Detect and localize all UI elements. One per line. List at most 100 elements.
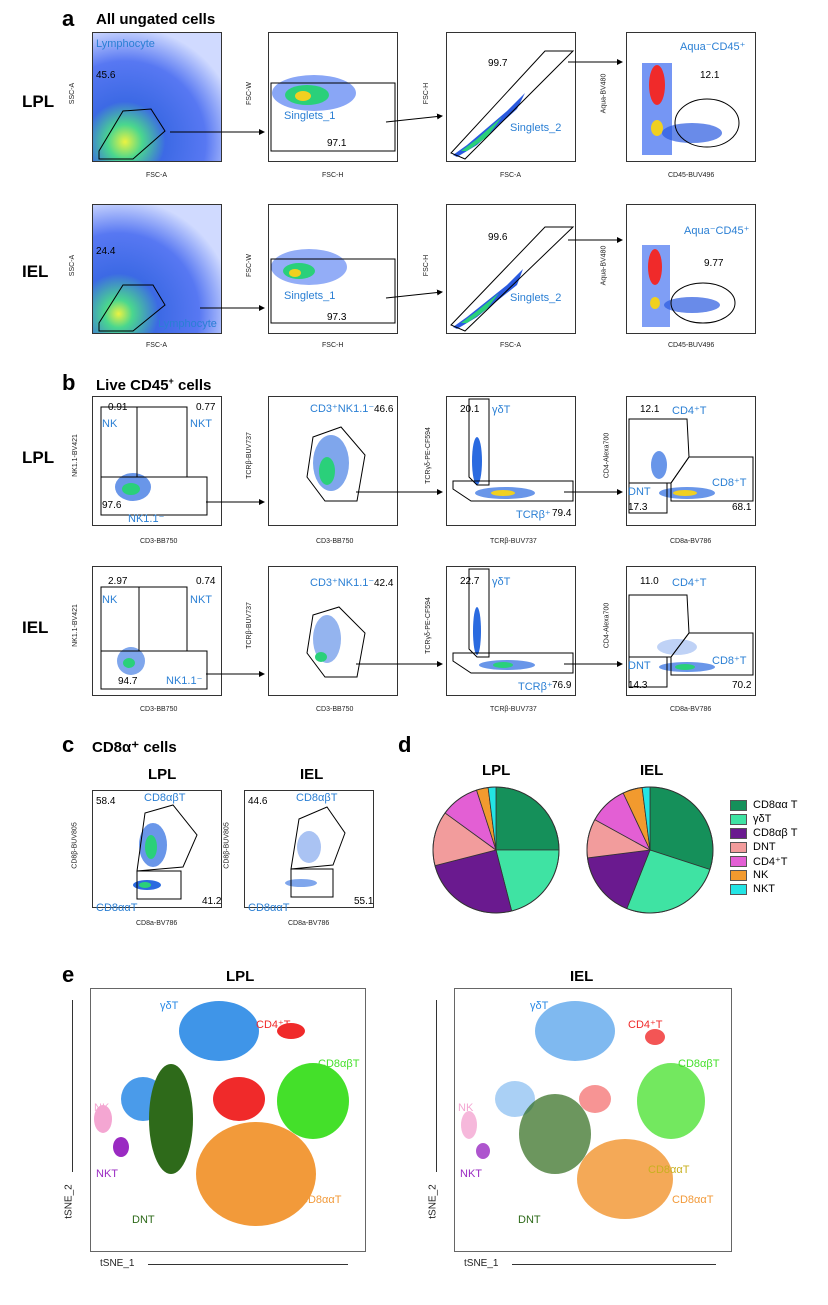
gate-label-singlets1-lpl: Singlets_1	[284, 110, 336, 122]
panel-label-e: e	[62, 962, 75, 987]
plot-a-iel-1	[92, 204, 222, 334]
tsne-xlabel-lpl: tSNE_1	[100, 1258, 135, 1269]
plot-a-lpl-1	[92, 32, 222, 162]
pie-chart-iel	[586, 786, 714, 914]
value-singlets2-lpl: 99.7	[488, 58, 508, 69]
gate-label-gdt-iel: γδT	[492, 576, 511, 588]
cluster-nkt-lpl	[113, 1137, 129, 1157]
plot-b-lpl-1	[92, 396, 222, 526]
plot-b-lpl-3	[446, 396, 576, 526]
value-cd8ab-iel: 44.6	[248, 796, 268, 807]
legend-swatch	[730, 841, 747, 853]
pie-outline	[432, 786, 560, 914]
value-nk11neg-lpl: 97.6	[102, 500, 122, 511]
tsne-xaxis-line-lpl	[148, 1264, 348, 1265]
value-cd4t-iel: 11.0	[640, 576, 659, 587]
row-label-iel-b: IEL	[22, 618, 49, 637]
value-aqua-iel: 9.77	[704, 258, 724, 269]
gate-label-aqua-iel: Aqua⁻CD45⁺	[684, 225, 750, 237]
panel-label-c: c	[62, 732, 75, 757]
tsne-label-cd8ab-lpl: CD8αβT	[318, 1058, 360, 1070]
legend-swatch	[730, 799, 747, 811]
value-nk-iel: 2.97	[108, 576, 128, 587]
legend-swatch	[730, 869, 747, 881]
gate-label-singlets1-iel: Singlets_1	[284, 290, 336, 302]
gate-label-gdt-lpl: γδT	[492, 404, 511, 416]
value-gdt-iel: 22.7	[460, 576, 480, 587]
ylabel-c-lpl: CD8β-BUV805	[71, 822, 79, 869]
plot-a-iel-2	[268, 204, 398, 334]
tsne-label-cd8aa-lpl: CD8ααT	[300, 1194, 342, 1206]
gate-label-cd4t-lpl: CD4⁺T	[672, 405, 707, 417]
tsne-label-nk-iel: NK	[458, 1102, 474, 1114]
pie-chart-lpl	[432, 786, 560, 914]
legend-item: CD8αβ T	[730, 826, 798, 840]
pie-outline	[586, 786, 714, 914]
legend-swatch	[730, 827, 747, 839]
xlabel-a-iel-4: CD45-BUV496	[668, 342, 715, 349]
xlabel-a-lpl-2: FSC-H	[322, 172, 344, 179]
value-gdt-lpl: 20.1	[460, 404, 480, 415]
gate-label-cd3-iel: CD3⁺NK1.1⁻	[310, 577, 375, 589]
panel-a-arrows	[170, 59, 623, 311]
legend-item: CD4⁺T	[730, 854, 798, 868]
cluster-cd4-iel	[579, 1085, 611, 1113]
plot-a-iel-4	[626, 204, 756, 334]
xlabel-a-lpl-3: FSC-A	[500, 172, 521, 179]
value-singlets2-iel: 99.6	[488, 232, 508, 243]
tsne-label-cd4-lpl: CD4⁺T	[256, 1019, 291, 1031]
cluster-cd4-lpl	[213, 1077, 265, 1121]
tsne-ylabel-lpl: tSNE_2	[63, 1184, 75, 1219]
gate-label-cd4t-iel: CD4⁺T	[672, 577, 707, 589]
gate-label-dnt-iel: DNT	[628, 660, 651, 672]
legend-item: NK	[730, 868, 798, 882]
heading-live-cd45: Live CD45+ cells	[96, 376, 212, 394]
tsne-label-dnt-iel: DNT	[518, 1214, 541, 1226]
tsne-label-gd-lpl: γδT	[160, 1000, 179, 1012]
plot-a-lpl-2	[268, 32, 398, 162]
row-label-lpl-a: LPL	[22, 92, 55, 111]
value-dnt-lpl: 17.3	[628, 502, 648, 513]
pie-legend: CD8αα T γδT CD8αβ T DNT CD4⁺T NK NKT	[730, 798, 798, 896]
value-nkt-lpl: 0.77	[196, 402, 216, 413]
legend-label: CD4⁺T	[753, 855, 788, 868]
cluster-cd8aa-lpl	[196, 1122, 316, 1226]
value-cd8ab-lpl: 58.4	[96, 796, 116, 807]
xlabel-b-iel-2: CD3-BB750	[316, 706, 354, 713]
value-aqua-lpl: 12.1	[700, 70, 720, 81]
xlabel-a-iel-3: FSC-A	[500, 342, 521, 349]
value-lymphocyte-iel: 24.4	[96, 246, 116, 257]
value-tcrb-iel: 76.9	[552, 680, 572, 691]
value-cd8aa-lpl: 41.2	[202, 896, 222, 907]
gate-label-lymphocyte-iel: Lymphocyte	[158, 318, 217, 330]
gate-label-cd8t-lpl: CD8⁺T	[712, 477, 747, 489]
tsne-label-cd4-iel: CD4⁺T	[628, 1019, 663, 1031]
cluster-gdt2-iel	[495, 1081, 535, 1117]
value-tcrb-lpl: 79.4	[552, 508, 572, 519]
legend-swatch	[730, 855, 747, 867]
gate-label-singlets2-lpl: Singlets_2	[510, 122, 562, 134]
gate-label-singlets2-iel: Singlets_2	[510, 292, 562, 304]
pie-slice-0	[495, 786, 560, 851]
cluster-dnt-lpl	[149, 1064, 193, 1174]
legend-label: DNT	[753, 841, 776, 853]
tsne-xaxis-line-iel	[512, 1264, 716, 1265]
plot-a-lpl-4	[626, 32, 756, 162]
heading-all-ungated: All ungated cells	[96, 11, 216, 28]
xlabel-b-iel-4: CD8a-BV786	[670, 706, 712, 713]
plot-a-lpl-3	[446, 32, 576, 162]
value-cd8t-lpl: 68.1	[732, 502, 752, 513]
tsne-plot-lpl	[90, 988, 366, 1252]
cluster-nk-lpl	[94, 1105, 112, 1133]
gate-label-dnt-lpl: DNT	[628, 486, 651, 498]
legend-label: NKT	[753, 883, 775, 895]
tsne-yaxis-line-lpl	[72, 1000, 73, 1172]
legend-swatch	[730, 883, 747, 895]
panel-label-d: d	[398, 732, 412, 757]
tsne-label-nkt-lpl: NKT	[96, 1168, 118, 1180]
tsne-label-nkt-iel: NKT	[460, 1168, 482, 1180]
tsne-label-cd8aa-iel-inner: CD8ααT	[648, 1164, 690, 1176]
plot-c-lpl	[92, 790, 222, 908]
value-singlets1-iel: 97.3	[327, 312, 347, 323]
gate-label-nk11neg-lpl: NK1.1⁻	[128, 513, 165, 525]
